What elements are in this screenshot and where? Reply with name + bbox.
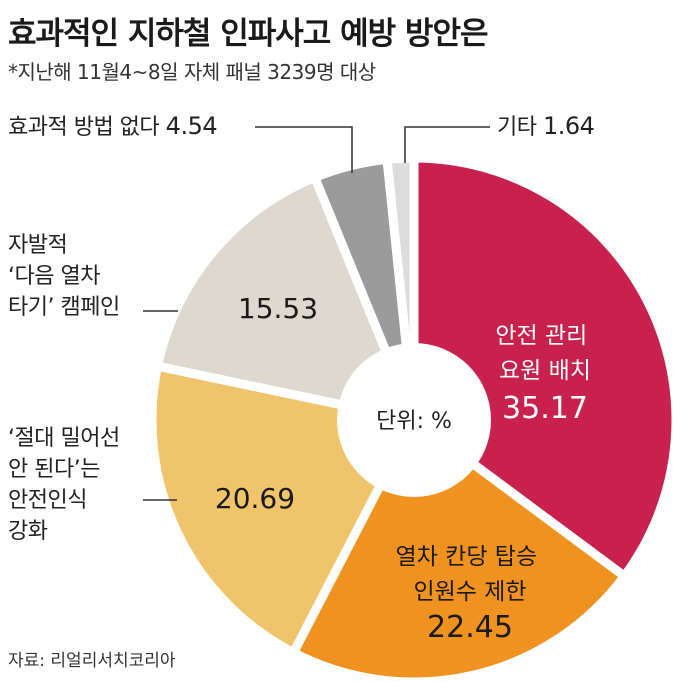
outer-label-awareness: ‘절대 밀어선 안 된다’는 안전인식 강화 xyxy=(8,423,120,547)
slice-label-staff: 안전 관리 요원 배치 xyxy=(495,323,594,384)
leader-line-other xyxy=(404,126,490,163)
outer-value-no-method: 4.54 xyxy=(165,112,218,140)
outer-label-awareness-line4: 강화 xyxy=(8,519,48,544)
source-note: 자료: 리얼리서치코리아 xyxy=(8,651,176,671)
outer-label-no-method-text: 효과적 방법 없다 xyxy=(8,115,160,140)
slice-label-limit-line1: 열차 칸당 탑승 xyxy=(396,544,538,570)
slice-label-limit-line2: 인원수 제한 xyxy=(413,579,526,605)
center-hole xyxy=(337,343,491,497)
outer-label-awareness-line3: 안전인식 xyxy=(8,488,87,513)
outer-label-campaign: 자발적 ‘다음 열차 타기’ 캠페인 xyxy=(8,230,120,323)
slice-value-campaign: 15.53 xyxy=(238,292,318,325)
outer-value-other: 1.64 xyxy=(542,112,595,140)
outer-label-other: 기타 1.64 xyxy=(497,111,595,143)
pie-slice-0 xyxy=(409,153,680,583)
center-label: 단위: % xyxy=(376,409,452,434)
outer-label-no-method: 효과적 방법 없다 4.54 xyxy=(8,111,218,143)
chart-title: 효과적인 지하철 인파사고 예방 방안은 xyxy=(8,16,488,52)
slice-value-limit: 22.45 xyxy=(427,610,513,645)
slice-label-limit: 열차 칸당 탑승 인원수 제한 xyxy=(396,544,545,605)
slice-value-staff: 35.17 xyxy=(502,391,588,426)
slice-value-awareness: 20.69 xyxy=(215,482,295,515)
outer-label-campaign-line1: 자발적 xyxy=(8,233,68,258)
outer-label-awareness-line1: ‘절대 밀어선 xyxy=(8,426,120,451)
leader-line-no-method xyxy=(255,126,353,173)
outer-label-campaign-line3: 타기’ 캠페인 xyxy=(8,295,120,320)
outer-label-other-text: 기타 xyxy=(497,115,537,140)
slice-label-staff-line1: 안전 관리 xyxy=(495,323,587,349)
pie-slice-3 xyxy=(152,171,422,427)
pie-slice-1 xyxy=(287,413,631,682)
outer-label-campaign-line2: ‘다음 열차 xyxy=(8,264,100,289)
outer-label-awareness-line2: 안 된다’는 xyxy=(8,457,100,482)
chart-subtitle: *지난해 11월4~8일 자체 패널 3239명 대상 xyxy=(8,60,376,84)
slice-label-staff-line2: 요원 배치 xyxy=(499,358,591,384)
